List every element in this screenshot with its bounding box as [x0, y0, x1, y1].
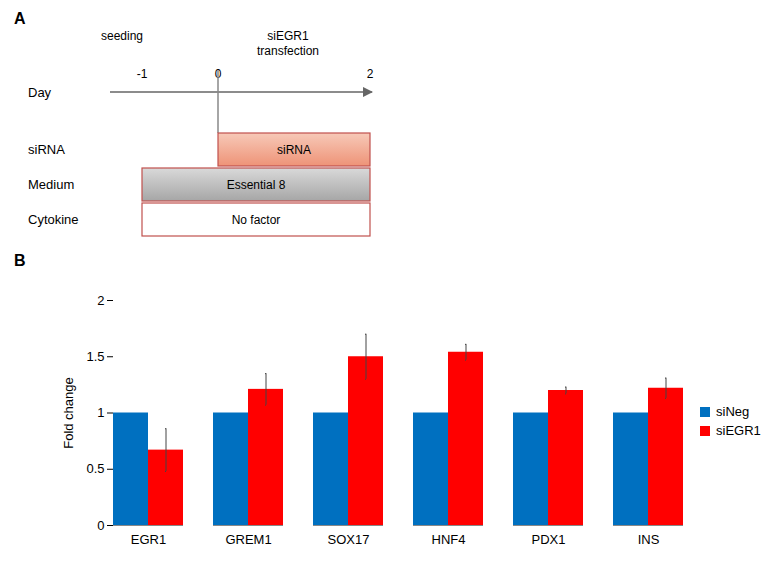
svg-text:GREM1: GREM1: [225, 532, 271, 547]
svg-text:-1: -1: [137, 67, 148, 81]
svg-text:seeding: seeding: [101, 29, 143, 43]
svg-text:2: 2: [97, 293, 104, 308]
svg-text:Fold change: Fold change: [61, 377, 76, 449]
svg-text:0: 0: [214, 67, 222, 81]
svg-text:PDX1: PDX1: [532, 532, 566, 547]
svg-text:HNF4: HNF4: [432, 532, 466, 547]
svg-text:EGR1: EGR1: [131, 532, 166, 547]
svg-text:Cytokine: Cytokine: [28, 212, 79, 227]
html-text:B: B: [14, 252, 26, 269]
svg-text:siRNA: siRNA: [277, 143, 311, 157]
svg-text:0.5: 0.5: [86, 461, 104, 476]
html-text:siNeg: siNeg: [716, 404, 750, 419]
svg-text:SOX17: SOX17: [328, 532, 370, 547]
svg-text:INS: INS: [638, 532, 660, 547]
svg-text:1.5: 1.5: [86, 349, 104, 364]
svg-text:0: 0: [97, 518, 104, 533]
svg-text:A: A: [14, 10, 26, 27]
svg-text:1: 1: [97, 405, 104, 420]
svg-text:2: 2: [367, 67, 374, 81]
svg-text:transfection: transfection: [257, 44, 319, 58]
svg-text:Essential 8: Essential 8: [227, 178, 286, 192]
svg-text:siRNA: siRNA: [28, 142, 65, 157]
svg-text:siEGR1: siEGR1: [267, 29, 309, 43]
svg-text:Day: Day: [28, 85, 52, 100]
svg-text:Medium: Medium: [28, 177, 74, 192]
svg-text:No factor: No factor: [232, 213, 281, 227]
html-text:siEGR1: siEGR1: [716, 423, 761, 438]
